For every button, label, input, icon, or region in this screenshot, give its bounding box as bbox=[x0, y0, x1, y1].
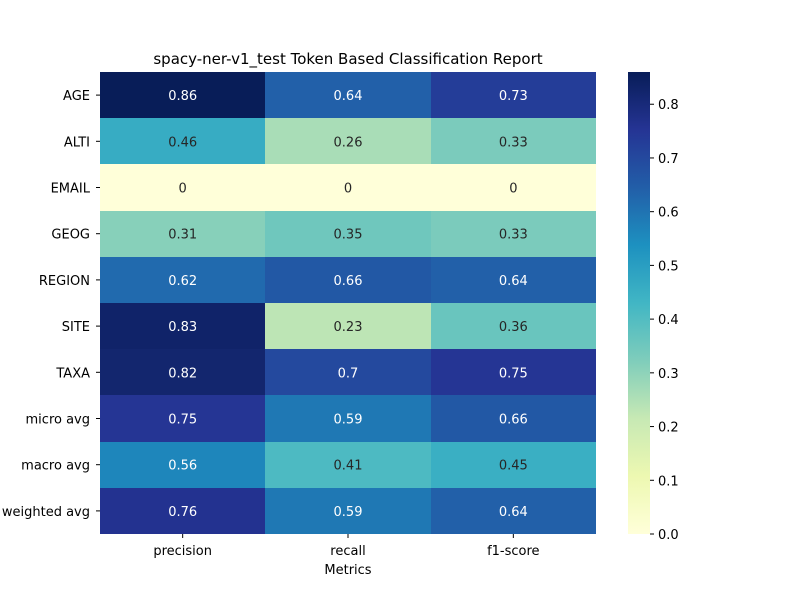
cell-value-label: 0.73 bbox=[499, 89, 528, 104]
heatmap-cell bbox=[431, 488, 596, 534]
colorbar: 0.0 0.1 0.2 0.3 0.4 0.5 0.6 0.7 0.8 bbox=[628, 72, 679, 543]
heatmap-cell bbox=[265, 303, 431, 349]
cell-value-label: 0.36 bbox=[499, 320, 528, 335]
y-tick-label: EMAIL bbox=[51, 182, 91, 197]
cell-value-label: 0.35 bbox=[334, 228, 363, 243]
y-tick-label: ALTI bbox=[64, 135, 90, 150]
cell-value-label: 0.86 bbox=[168, 89, 197, 104]
heatmap-cell bbox=[431, 442, 596, 488]
heatmap-cell bbox=[100, 349, 265, 395]
x-tick-label: f1-score bbox=[487, 544, 539, 559]
cell-value-label: 0.75 bbox=[499, 366, 528, 381]
heatmap-cells bbox=[100, 72, 596, 534]
x-axis: precision recall f1-score bbox=[153, 534, 540, 559]
colorbar-tick-label: 0.4 bbox=[658, 313, 679, 328]
heatmap-cell bbox=[431, 164, 596, 211]
cell-value-label: 0.56 bbox=[168, 459, 197, 474]
colorbar-tick-label: 0.8 bbox=[658, 98, 679, 113]
heatmap-cell bbox=[100, 442, 265, 488]
colorbar-tick-label: 0.2 bbox=[658, 421, 679, 436]
cell-value-label: 0.33 bbox=[499, 135, 528, 150]
cell-value-label: 0.82 bbox=[168, 366, 197, 381]
x-tick-label: precision bbox=[153, 544, 212, 559]
heatmap-cell bbox=[431, 349, 596, 395]
heatmap-cell bbox=[431, 257, 596, 303]
y-tick-label: SITE bbox=[62, 320, 90, 335]
colorbar-tick-label: 0.0 bbox=[658, 528, 679, 543]
heatmap-cell bbox=[431, 72, 596, 118]
colorbar-tick-label: 0.1 bbox=[658, 474, 679, 489]
cell-value-label: 0.83 bbox=[168, 320, 197, 335]
cell-value-label: 0.26 bbox=[334, 135, 363, 150]
cell-value-label: 0.76 bbox=[168, 505, 197, 520]
y-tick-label: TAXA bbox=[55, 366, 90, 381]
cell-value-label: 0.31 bbox=[168, 228, 197, 243]
y-tick-label: REGION bbox=[39, 274, 90, 289]
heatmap-cell bbox=[100, 164, 265, 211]
cell-value-label: 0.59 bbox=[334, 413, 363, 428]
colorbar-tick-label: 0.6 bbox=[658, 206, 679, 221]
heatmap-cell bbox=[100, 488, 265, 534]
colorbar-gradient bbox=[628, 72, 650, 534]
y-tick-label: AGE bbox=[63, 89, 90, 104]
chart-title: spacy-ner-v1_test Token Based Classifica… bbox=[153, 50, 542, 69]
colorbar-tick-label: 0.3 bbox=[658, 367, 679, 382]
heatmap-cell bbox=[100, 118, 265, 164]
cell-value-label: 0.45 bbox=[499, 459, 528, 474]
heatmap-cell bbox=[265, 164, 431, 211]
heatmap-cell bbox=[100, 257, 265, 303]
y-tick-label: weighted avg bbox=[2, 505, 90, 520]
colorbar-tick-label: 0.7 bbox=[658, 152, 679, 167]
cell-value-label: 0.66 bbox=[334, 274, 363, 289]
cell-value-label: 0.64 bbox=[334, 89, 363, 104]
heatmap-cell bbox=[265, 257, 431, 303]
heatmap-cell bbox=[265, 442, 431, 488]
heatmap-cell bbox=[431, 303, 596, 349]
cell-value-label: 0.66 bbox=[499, 413, 528, 428]
cell-value-label: 0 bbox=[179, 182, 187, 197]
heatmap-cell bbox=[431, 118, 596, 164]
cell-value-label: 0.23 bbox=[334, 320, 363, 335]
heatmap-cell bbox=[100, 395, 265, 442]
heatmap-cell bbox=[265, 211, 431, 257]
x-axis-label: Metrics bbox=[324, 563, 371, 578]
x-tick-label: recall bbox=[330, 544, 365, 559]
heatmap-cell bbox=[431, 211, 596, 257]
heatmap-cell bbox=[100, 211, 265, 257]
y-tick-label: macro avg bbox=[21, 459, 90, 474]
cell-value-label: 0.75 bbox=[168, 413, 197, 428]
heatmap-cell bbox=[100, 72, 265, 118]
heatmap-cell bbox=[431, 395, 596, 442]
cell-value-label: 0.59 bbox=[334, 505, 363, 520]
heatmap-cell bbox=[100, 303, 265, 349]
cell-value-label: 0.41 bbox=[334, 459, 363, 474]
cell-value-label: 0.46 bbox=[168, 135, 197, 150]
heatmap-cell-labels: 0.86 0.64 0.73 0.46 0.26 0.33 0 0 0 0.31 0.35 0.33 0… bbox=[168, 89, 528, 520]
heatmap-cell bbox=[265, 349, 431, 395]
cell-value-label: 0.62 bbox=[168, 274, 197, 289]
heatmap-cell bbox=[265, 488, 431, 534]
y-tick-label: micro avg bbox=[26, 413, 90, 428]
cell-value-label: 0 bbox=[344, 182, 352, 197]
heatmap-cell bbox=[265, 72, 431, 118]
cell-value-label: 0.64 bbox=[499, 505, 528, 520]
cell-value-label: 0 bbox=[509, 182, 517, 197]
cell-value-label: 0.33 bbox=[499, 228, 528, 243]
cell-value-label: 0.7 bbox=[338, 366, 359, 381]
y-tick-label: GEOG bbox=[51, 228, 90, 243]
heatmap-cell bbox=[265, 118, 431, 164]
y-axis: AGE ALTI EMAIL GEOG REGION SITE TAXA micro avg m… bbox=[2, 89, 100, 520]
cell-value-label: 0.64 bbox=[499, 274, 528, 289]
colorbar-tick-label: 0.5 bbox=[658, 259, 679, 274]
heatmap-cell bbox=[265, 395, 431, 442]
